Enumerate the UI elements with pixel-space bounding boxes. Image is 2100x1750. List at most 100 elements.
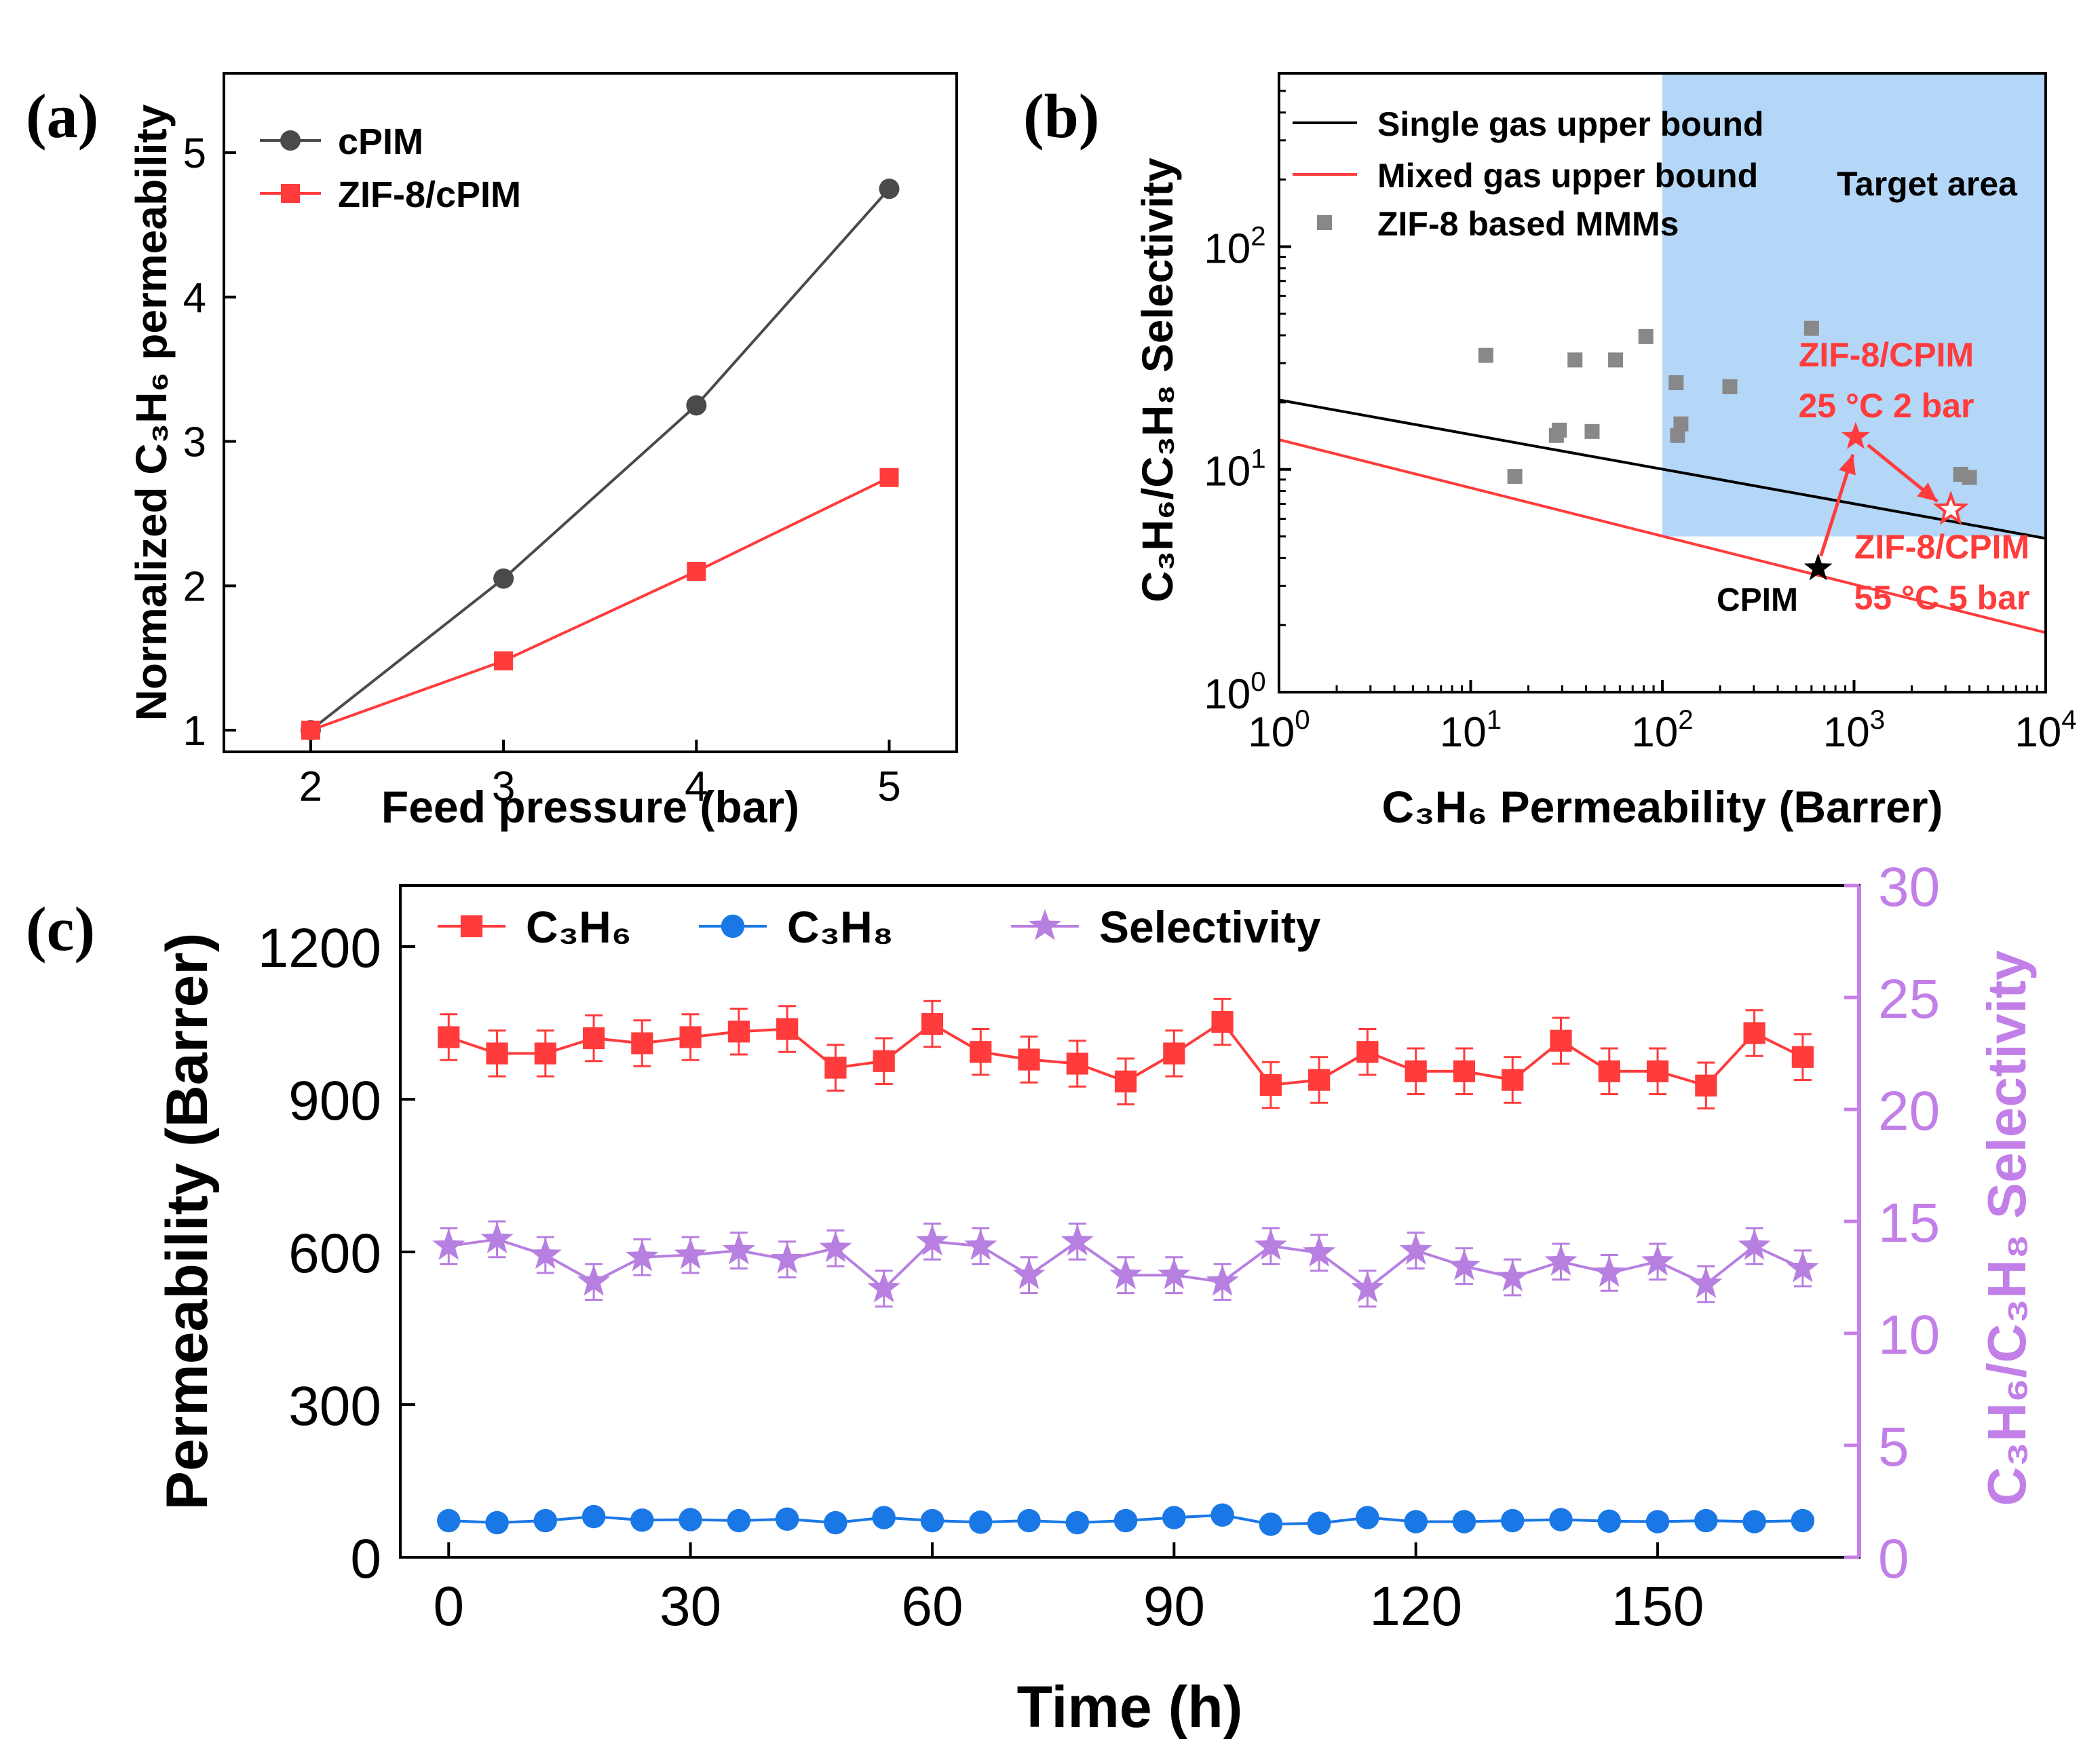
c-point-2-11 (964, 1229, 997, 1260)
c-point-1-1 (485, 1510, 509, 1535)
panel-label-a: (a) (26, 81, 98, 151)
a-legend-label-0: cPIM (338, 121, 423, 162)
c-point-2-18 (1303, 1235, 1336, 1267)
c-point-0-23 (1550, 1029, 1572, 1052)
a-xtick-label: 4 (685, 763, 708, 810)
c-xtick-label: 120 (1369, 1576, 1462, 1637)
c-point-0-14 (1114, 1070, 1137, 1092)
c-point-0-1 (486, 1042, 508, 1065)
c-point-2-22 (1496, 1260, 1529, 1291)
c-point-1-7 (775, 1507, 799, 1531)
b-zif-star-1 (1841, 421, 1870, 449)
b-target-area (1662, 73, 2046, 537)
c-legend-label-2: Selectivity (1099, 902, 1321, 952)
c-point-0-13 (1066, 1052, 1088, 1075)
c-y2tick-label: 15 (1878, 1192, 1940, 1254)
c-point-0-27 (1743, 1022, 1765, 1044)
b-bound-0 (1278, 398, 2046, 540)
c-point-2-7 (771, 1242, 804, 1274)
b-mmm-point-10 (1673, 416, 1689, 432)
c-point-0-16 (1211, 1010, 1234, 1033)
c-point-0-0 (438, 1026, 460, 1048)
c-point-1-9 (872, 1506, 896, 1529)
c-y2tick-label: 20 (1878, 1080, 1940, 1142)
panel-a-plot (300, 178, 900, 741)
c-point-1-25 (1645, 1510, 1670, 1534)
c-point-1-13 (1065, 1510, 1090, 1535)
panel-a-frame (223, 72, 958, 753)
c-point-0-2 (534, 1042, 556, 1065)
c-y2tick-label: 10 (1878, 1304, 1940, 1366)
a-ytick-label: 3 (183, 419, 206, 466)
b-xtick-label-4-base: 10 (2015, 709, 2061, 756)
panel-a-ylabel: Normalized C₃H₆ permeability (127, 104, 176, 721)
c-xtick-label: 90 (1143, 1576, 1205, 1637)
b-mmm-point-7 (1638, 328, 1654, 344)
c-legend-marker-0 (460, 915, 483, 938)
panel-b-plot: Target area CPIM ZIF-8/CPIM 25 °C 2 bar ZIF-… (1278, 73, 2046, 634)
panel-label-b: (b) (1023, 81, 1099, 151)
a-point-0-1 (493, 568, 514, 589)
c-point-2-3 (577, 1264, 611, 1296)
a-series-line-1 (310, 476, 890, 731)
a-xtick-label: 5 (877, 763, 900, 810)
c-point-0-12 (1018, 1048, 1040, 1071)
b-ytick-label-1-base: 10 (1204, 449, 1251, 495)
a-ytick-label: 1 (183, 708, 206, 755)
b-ytick-label-0: 100 (1204, 666, 1265, 718)
c-point-0-5 (679, 1026, 702, 1048)
c-point-1-20 (1404, 1510, 1428, 1534)
c-point-0-11 (970, 1041, 992, 1063)
a-point-1-2 (687, 562, 706, 582)
c-point-1-26 (1694, 1508, 1718, 1533)
c-point-0-26 (1695, 1074, 1717, 1097)
b-target-label: Target area (1837, 165, 2018, 203)
b-xtick-label-0-base: 10 (1248, 709, 1295, 756)
c-point-1-8 (824, 1510, 847, 1535)
a-ytick-label: 5 (183, 130, 206, 177)
c-legend-label-0: C₃H₆ (526, 902, 632, 952)
a-point-1-3 (879, 468, 899, 487)
c-point-2-5 (674, 1238, 707, 1269)
panel-label-c: (c) (26, 894, 95, 964)
c-point-1-14 (1113, 1508, 1138, 1533)
panel-a-ticks: 2 3 4 5 1 2 3 4 5 (183, 130, 901, 810)
c-point-2-12 (1012, 1257, 1046, 1289)
c-point-1-5 (679, 1508, 702, 1532)
c-y2tick-label: 25 (1878, 968, 1940, 1030)
c-point-0-6 (727, 1021, 750, 1043)
c-point-1-0 (437, 1508, 461, 1533)
b-mmm-point-4 (1567, 352, 1583, 368)
c-point-1-28 (1791, 1508, 1815, 1533)
b-mmm-point-0 (1478, 347, 1493, 363)
c-point-1-10 (920, 1508, 944, 1533)
b-xtick-label-4: 104 (2015, 704, 2076, 756)
panel-c-y2label: C₃H₆/C₃H₈ Selectivity (1977, 950, 2037, 1506)
c-point-2-8 (819, 1231, 852, 1263)
c-point-1-6 (727, 1508, 751, 1533)
b-ytick-label-0-base: 10 (1204, 671, 1251, 718)
c-point-2-21 (1447, 1249, 1481, 1280)
b-mmm-point-9 (1670, 427, 1685, 443)
c-xtick-label: 60 (901, 1576, 963, 1637)
b-bound-1 (1278, 438, 2046, 634)
a-point-1-0 (301, 721, 320, 740)
c-point-2-9 (867, 1271, 900, 1303)
b-annot-cpim: CPIM (1717, 582, 1798, 618)
c-point-1-27 (1742, 1510, 1766, 1534)
b-annot-zif1-line2: 25 °C 2 bar (1798, 387, 1974, 425)
b-xtick-label-4-exp: 4 (2061, 704, 2076, 735)
b-ytick-label-2-base: 10 (1204, 225, 1251, 272)
c-point-1-24 (1597, 1509, 1622, 1533)
c-point-0-28 (1791, 1046, 1814, 1068)
a-series-line-0 (309, 187, 891, 731)
b-mmm-point-6 (1608, 352, 1624, 368)
c-point-0-22 (1502, 1069, 1524, 1091)
a-point-1-1 (494, 651, 514, 670)
b-zif-star-2 (1932, 491, 1969, 525)
b-xtick-label-1: 101 (1440, 704, 1502, 756)
c-point-2-1 (480, 1222, 514, 1253)
panel-b: Target area CPIM ZIF-8/CPIM 25 °C 2 bar ZIF-… (1133, 72, 2077, 832)
c-point-2-27 (1738, 1229, 1771, 1260)
